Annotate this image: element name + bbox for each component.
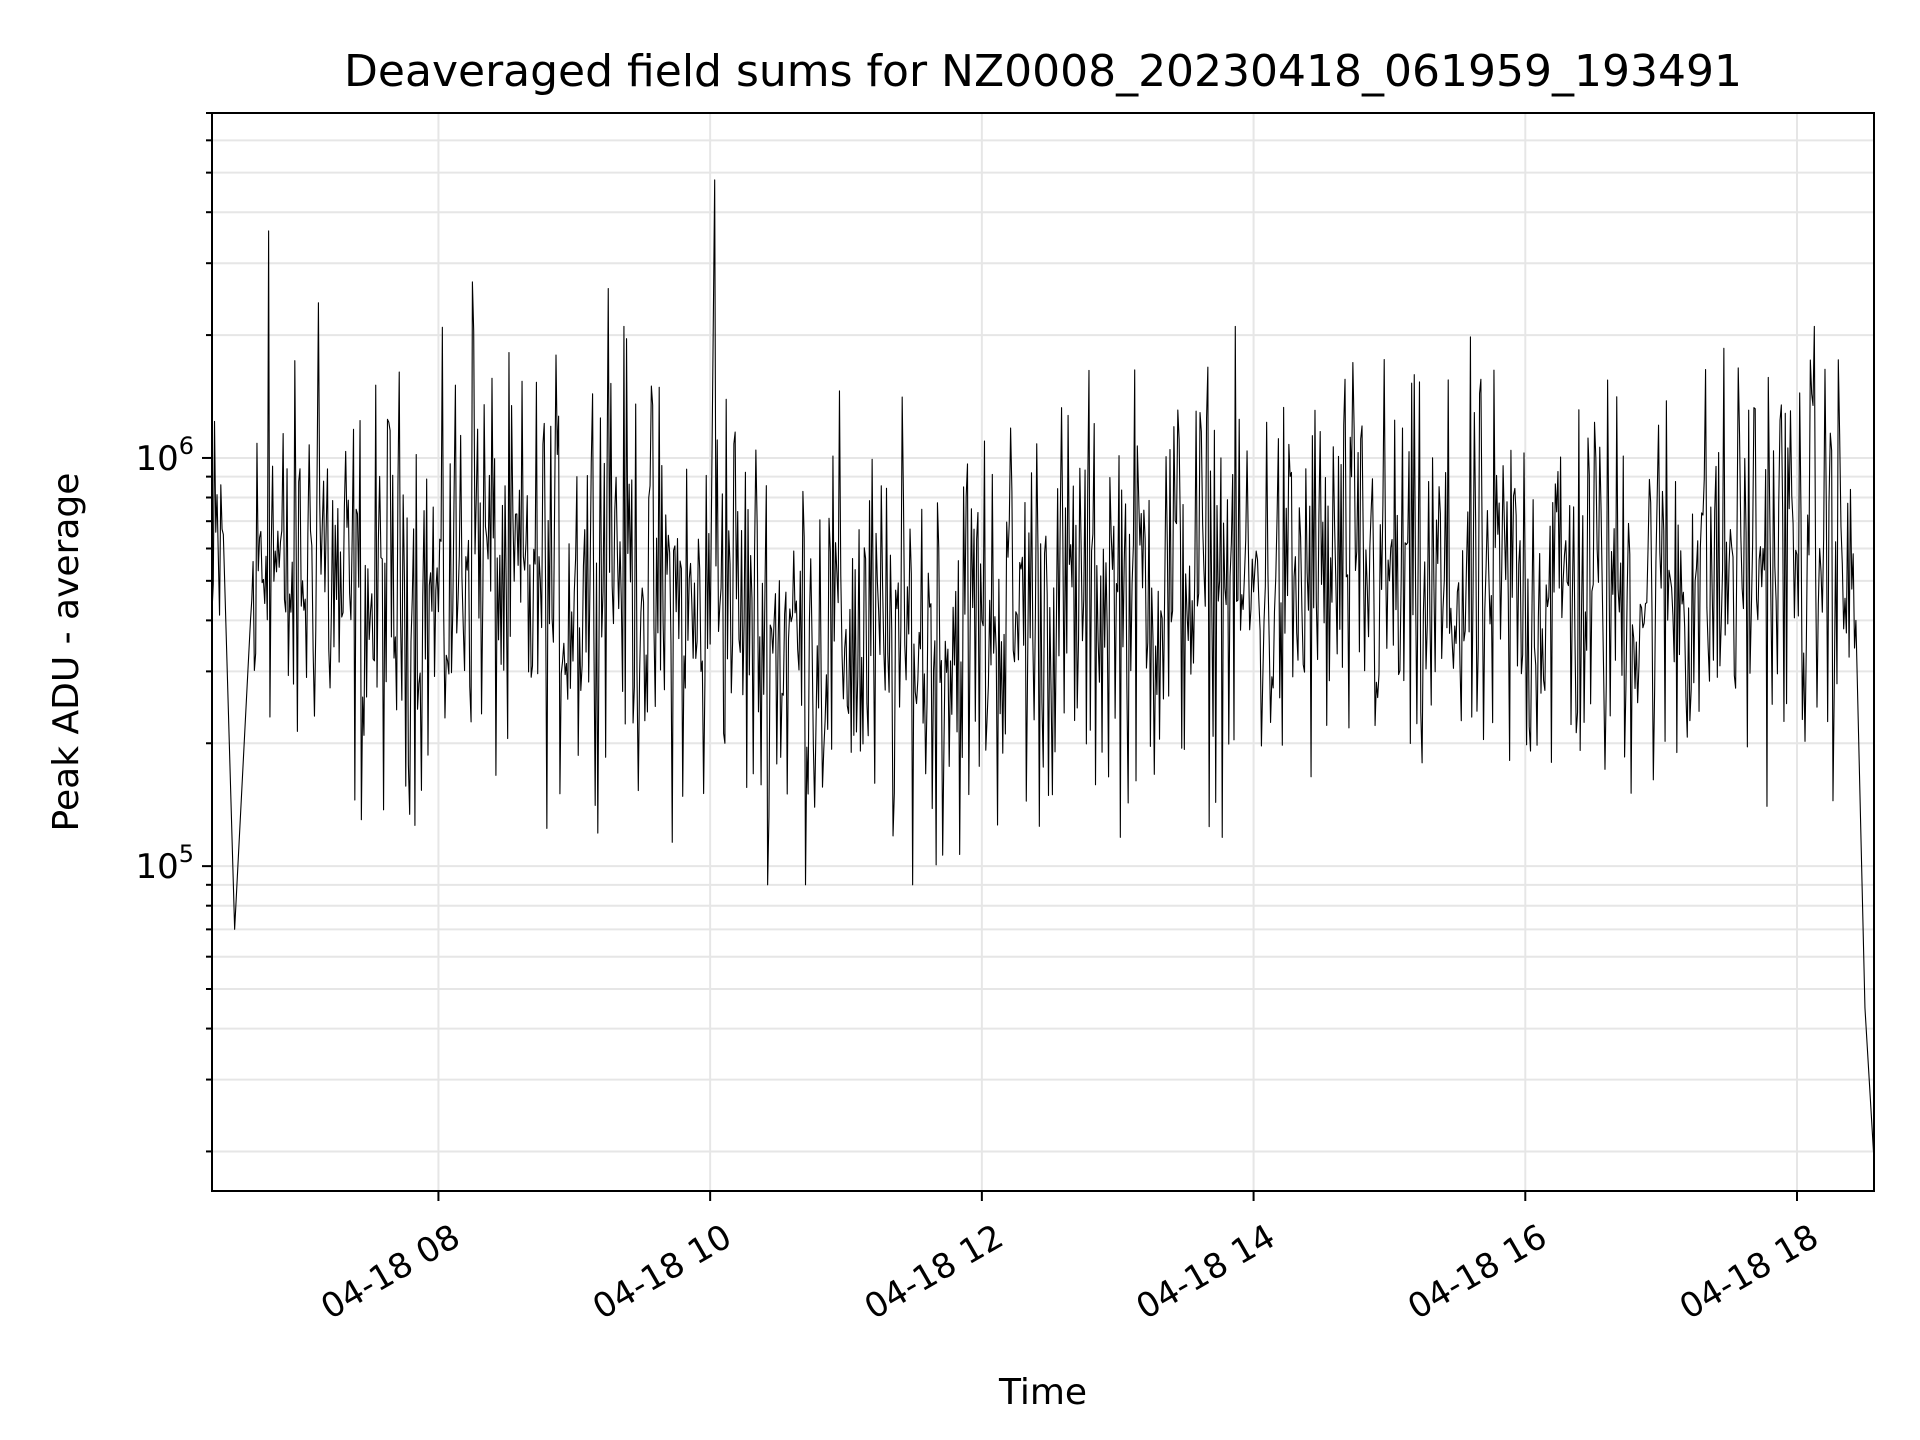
series-line bbox=[211, 179, 1875, 1161]
x-axis-label: Time bbox=[998, 1372, 1087, 1413]
plot-area bbox=[211, 179, 1875, 1161]
chart-title: Deaveraged field sums for NZ0008_2023041… bbox=[344, 46, 1742, 97]
plot-frame bbox=[211, 112, 1875, 1192]
y-axis-label: Peak ADU - average bbox=[46, 473, 87, 832]
y-tick-label: 106 bbox=[135, 432, 194, 479]
y-tick-label: 105 bbox=[135, 840, 194, 887]
